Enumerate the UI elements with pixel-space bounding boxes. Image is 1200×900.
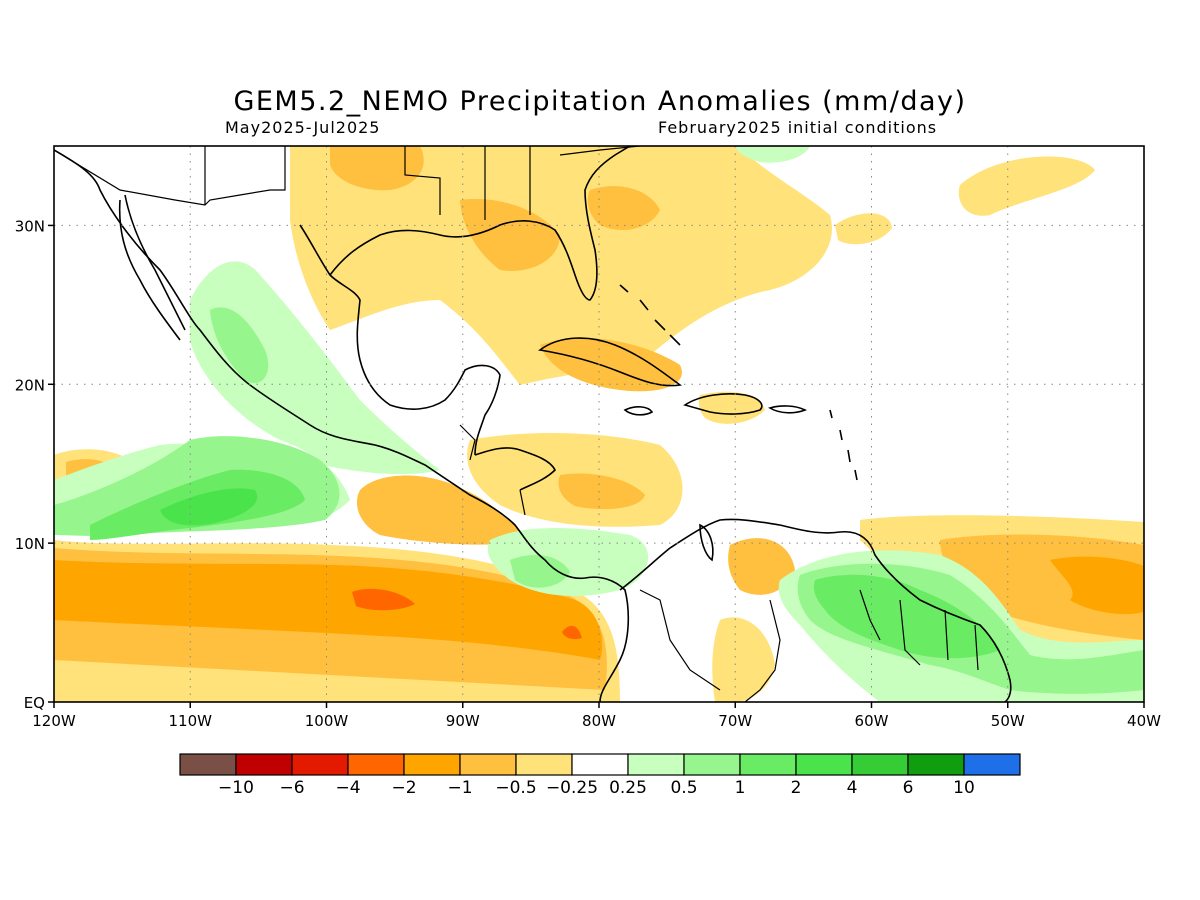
- gridlines: [54, 146, 1144, 702]
- colorbar-label: 1: [735, 778, 746, 798]
- colorbar-swatch: [963, 753, 1021, 776]
- colorbar-swatch: [235, 753, 293, 776]
- anomaly-region-mexico-pacific-light-wet: [54, 261, 440, 527]
- colorbar-label: −6: [279, 778, 304, 798]
- colorbar-label: 0.25: [609, 778, 647, 798]
- lon-tick-label: 70W: [718, 712, 752, 730]
- colorbar-swatch: [571, 753, 629, 776]
- anomaly-region-tropical-atlantic-core-dry: [1050, 556, 1144, 615]
- anomaly-region-atlantic-coast-dry: [587, 186, 660, 230]
- colorbar-label: −0.25: [546, 778, 598, 798]
- colorbar-label: −1: [447, 778, 472, 798]
- anomaly-region-hispaniola-dry: [698, 391, 765, 424]
- anomaly-region-gulf-dry: [330, 146, 424, 191]
- colorbar-swatch: [515, 753, 573, 776]
- anomaly-region-gulf-light-dry: [290, 146, 832, 385]
- anomaly-region-mid-atlantic-light-dry: [835, 213, 892, 245]
- lat-tick-label: 20N: [15, 376, 45, 394]
- colorbar-label: −0.5: [495, 778, 536, 798]
- colorbar-label: −4: [335, 778, 360, 798]
- colorbar-swatch: [403, 753, 461, 776]
- lat-tick-label: EQ: [24, 694, 45, 712]
- anomaly-region-caribbean-dry: [558, 473, 645, 510]
- anomaly-region-venezuela-dry: [728, 538, 795, 595]
- anomaly-region-panama-strong-dry: [562, 625, 582, 640]
- lon-tick-label: 120W: [32, 712, 76, 730]
- lat-tick-label: 10N: [15, 535, 45, 553]
- colorbar: −10 −6 −4 −2 −1 −0.5 −0.25 0.25 0.5 1 2 4 6 10: [179, 753, 1021, 798]
- political-borders: [54, 146, 979, 702]
- anomaly-region-guianas-moderate-wet: [813, 574, 1000, 659]
- forecast-period: May2025-Jul2025: [225, 118, 381, 137]
- colorbar-swatch: [739, 753, 797, 776]
- colorbar-label: −2: [391, 778, 416, 798]
- anomaly-region-east-pacific-dry: [54, 560, 603, 660]
- lon-tick-label: 50W: [991, 712, 1025, 730]
- colorbar-swatch: [907, 753, 965, 776]
- colorbar-swatch: [683, 753, 741, 776]
- colorbar-swatch: [291, 753, 349, 776]
- latitude-axis: EQ 10N 20N 30N: [15, 217, 54, 712]
- anomaly-region-north-atlantic-light-dry: [958, 156, 1095, 216]
- lat-tick-label: 30N: [15, 217, 45, 235]
- colorbar-swatch: [795, 753, 853, 776]
- anomaly-region-east-pacific-strong-dry: [352, 588, 415, 611]
- colorbar-swatch: [627, 753, 685, 776]
- colorbar-swatch: [347, 753, 405, 776]
- lon-tick-label: 100W: [305, 712, 349, 730]
- longitude-axis: 120W 110W 100W 90W 80W 70W 60W 50W 40W: [32, 702, 1161, 730]
- lon-tick-label: 80W: [582, 712, 616, 730]
- lon-tick-label: 60W: [855, 712, 889, 730]
- colorbar-label: 0.5: [670, 778, 697, 798]
- map-title: GEM5.2_NEMO Precipitation Anomalies (mm/…: [233, 86, 967, 117]
- anomaly-region-central-america-pacific-dry: [356, 475, 530, 545]
- colorbar-swatch: [851, 753, 909, 776]
- map-plot-area: [54, 146, 1144, 702]
- colorbar-label: 10: [953, 778, 975, 798]
- colorbar-label: 2: [791, 778, 802, 798]
- colorbar-label: 6: [903, 778, 914, 798]
- colorbar-swatch: [179, 753, 237, 776]
- lon-tick-label: 40W: [1127, 712, 1161, 730]
- anomaly-region-east-pacific-strong-wet: [160, 488, 258, 526]
- coastlines: [54, 146, 1012, 702]
- lon-tick-label: 90W: [446, 712, 480, 730]
- anomaly-region-northeast-light-wet: [735, 146, 810, 163]
- anomaly-region-mexico-coast-wet: [210, 307, 269, 384]
- lon-tick-label: 110W: [169, 712, 213, 730]
- initial-conditions: February2025 initial conditions: [658, 118, 938, 137]
- anomaly-region-colombia-dry: [712, 617, 775, 702]
- colorbar-label: 4: [847, 778, 858, 798]
- colorbar-swatch: [459, 753, 517, 776]
- colorbar-label: −10: [218, 778, 254, 798]
- anomaly-region-panama-wet: [510, 554, 570, 588]
- anomaly-region-cuba-dry: [540, 337, 682, 392]
